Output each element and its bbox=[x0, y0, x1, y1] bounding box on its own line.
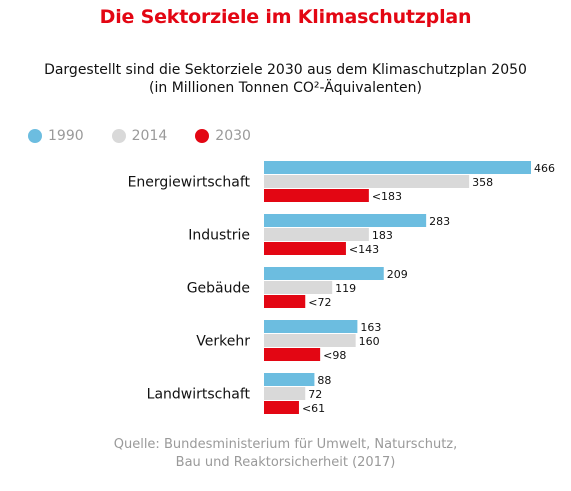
chart-title: Die Sektorziele im Klimaschutzplan bbox=[99, 6, 472, 28]
legend-dot-2030 bbox=[195, 129, 210, 143]
chart-subtitle-line1: Dargestellt sind die Sektorziele 2030 au… bbox=[44, 62, 527, 78]
category-label-3: Verkehr bbox=[196, 334, 250, 350]
bar-1990-3 bbox=[264, 320, 358, 333]
bar-2030-0 bbox=[264, 189, 369, 202]
bar-1990-0 bbox=[264, 161, 531, 174]
legend-dot-2014 bbox=[111, 129, 126, 143]
data-label-2014-2: 119 bbox=[335, 282, 356, 295]
data-label-1990-4: 88 bbox=[317, 374, 331, 387]
legend-item-2014: 2014 bbox=[111, 128, 168, 144]
data-label-2014-4: 72 bbox=[308, 388, 322, 401]
bar-2030-3 bbox=[264, 348, 321, 361]
bar-2014-2 bbox=[264, 281, 333, 294]
data-label-2014-0: 358 bbox=[472, 176, 493, 189]
data-label-2030-2: <72 bbox=[308, 296, 331, 309]
bar-1990-1 bbox=[264, 214, 427, 227]
legend-label-2030: 2030 bbox=[215, 128, 251, 144]
source-line1: Quelle: Bundesministerium für Umwelt, Na… bbox=[113, 437, 458, 452]
category-label-1: Industrie bbox=[188, 228, 250, 244]
data-label-1990-3: 163 bbox=[360, 321, 381, 334]
bar-2014-0 bbox=[264, 175, 470, 188]
bar-2030-1 bbox=[264, 242, 346, 255]
bar-2014-4 bbox=[264, 387, 306, 400]
data-label-1990-0: 466 bbox=[534, 162, 555, 175]
data-label-1990-1: 283 bbox=[429, 215, 450, 228]
chart-legend: 1990 2014 2030 bbox=[28, 128, 279, 144]
data-label-2030-4: <61 bbox=[302, 402, 325, 415]
bar-1990-4 bbox=[264, 373, 315, 386]
legend-label-1990: 1990 bbox=[48, 128, 84, 144]
legend-label-2014: 2014 bbox=[131, 128, 168, 144]
source-line2: Bau und Reaktorsicherheit (2017) bbox=[175, 455, 396, 470]
bar-2014-3 bbox=[264, 334, 356, 347]
data-label-2030-3: <98 bbox=[323, 349, 346, 362]
data-label-1990-2: 209 bbox=[387, 268, 408, 281]
category-label-2: Gebäude bbox=[187, 281, 250, 297]
data-label-2030-0: <183 bbox=[372, 190, 402, 203]
bar-2014-1 bbox=[264, 228, 369, 241]
bar-1990-2 bbox=[264, 267, 384, 280]
data-label-2014-1: 183 bbox=[372, 229, 393, 242]
bar-2030-4 bbox=[264, 401, 299, 414]
legend-dot-1990 bbox=[28, 129, 42, 143]
data-label-2030-1: <143 bbox=[349, 243, 379, 256]
data-label-2014-3: 160 bbox=[359, 335, 380, 348]
chart-subtitle-line2: (in Millionen Tonnen CO²-Äquivalenten) bbox=[149, 80, 422, 96]
category-label-4: Landwirtschaft bbox=[147, 387, 251, 403]
legend-item-2030: 2030 bbox=[195, 128, 251, 144]
legend-item-1990: 1990 bbox=[28, 128, 84, 144]
bar-2030-2 bbox=[264, 295, 306, 308]
category-label-0: Energiewirtschaft bbox=[128, 175, 251, 191]
